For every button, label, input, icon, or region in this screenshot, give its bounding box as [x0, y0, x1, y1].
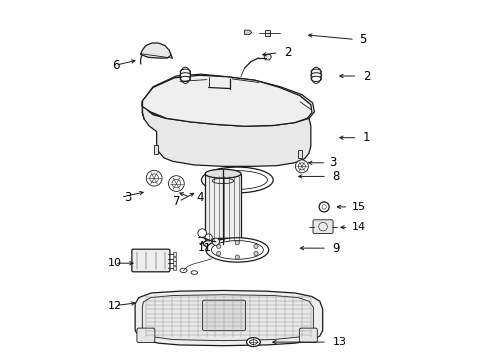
Ellipse shape [180, 69, 190, 74]
Ellipse shape [310, 73, 321, 78]
FancyBboxPatch shape [132, 249, 169, 272]
Circle shape [198, 229, 206, 237]
FancyBboxPatch shape [202, 300, 245, 330]
Text: 12: 12 [107, 301, 122, 311]
Circle shape [216, 244, 221, 248]
Circle shape [253, 251, 258, 256]
Text: 10: 10 [108, 258, 122, 268]
Text: 7: 7 [172, 195, 180, 208]
FancyBboxPatch shape [299, 328, 317, 342]
Bar [172, 252, 176, 256]
Text: 8: 8 [332, 170, 339, 183]
Text: 2: 2 [362, 69, 369, 82]
Polygon shape [154, 145, 158, 154]
Circle shape [149, 174, 158, 183]
Text: 4: 4 [196, 191, 203, 204]
Circle shape [321, 205, 325, 209]
Text: 11: 11 [198, 243, 211, 253]
Ellipse shape [310, 76, 321, 81]
Text: 14: 14 [351, 222, 366, 232]
Polygon shape [264, 54, 271, 60]
Polygon shape [142, 101, 310, 166]
Bar [172, 266, 176, 270]
Ellipse shape [180, 268, 187, 273]
Polygon shape [298, 149, 301, 158]
Polygon shape [204, 174, 241, 244]
Text: 3: 3 [328, 156, 335, 169]
Circle shape [212, 238, 219, 245]
Circle shape [235, 255, 239, 259]
Circle shape [168, 176, 184, 192]
Polygon shape [142, 74, 314, 126]
Text: 3: 3 [124, 191, 131, 204]
Polygon shape [140, 43, 171, 58]
Text: 13: 13 [332, 337, 346, 347]
Ellipse shape [249, 340, 257, 345]
Ellipse shape [310, 69, 321, 74]
Circle shape [235, 240, 239, 245]
Text: 9: 9 [332, 242, 339, 255]
Ellipse shape [180, 76, 190, 81]
FancyBboxPatch shape [137, 328, 155, 342]
Polygon shape [142, 75, 311, 126]
Text: 1: 1 [362, 131, 369, 144]
Ellipse shape [204, 169, 241, 178]
Circle shape [146, 170, 162, 186]
Circle shape [253, 244, 258, 248]
Bar [172, 261, 176, 265]
Ellipse shape [246, 338, 260, 347]
FancyBboxPatch shape [312, 220, 332, 233]
Polygon shape [265, 30, 270, 36]
Polygon shape [142, 295, 313, 341]
Polygon shape [135, 291, 322, 346]
Ellipse shape [211, 240, 263, 259]
Text: 6: 6 [112, 59, 119, 72]
Text: 5: 5 [359, 33, 366, 46]
Text: 2: 2 [284, 46, 291, 59]
Circle shape [204, 234, 212, 241]
Ellipse shape [191, 271, 197, 274]
Bar [172, 257, 176, 261]
Ellipse shape [201, 167, 273, 193]
Circle shape [295, 160, 308, 173]
Circle shape [298, 163, 305, 170]
Ellipse shape [204, 240, 241, 248]
Polygon shape [244, 30, 251, 35]
Ellipse shape [207, 171, 267, 189]
Text: 15: 15 [351, 202, 366, 212]
Ellipse shape [205, 238, 268, 262]
Circle shape [216, 251, 221, 256]
Circle shape [172, 179, 181, 188]
Ellipse shape [180, 73, 190, 78]
Ellipse shape [203, 238, 242, 249]
Circle shape [319, 202, 328, 212]
